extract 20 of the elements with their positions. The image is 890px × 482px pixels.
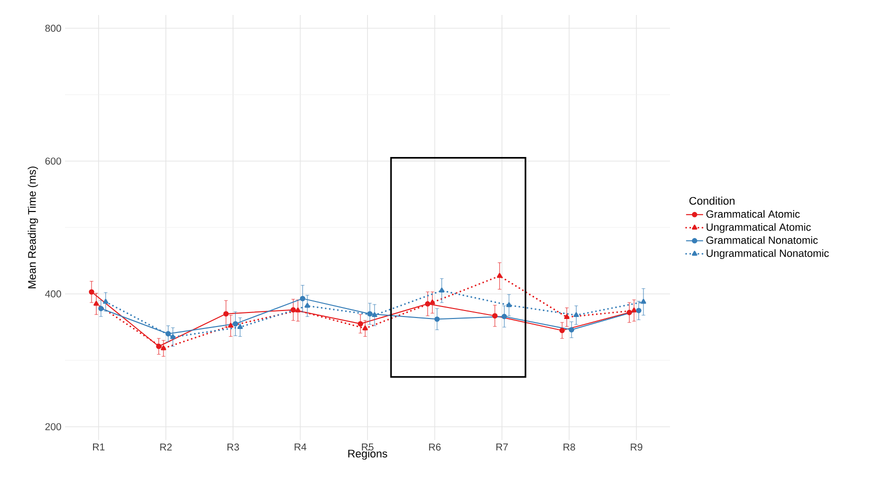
- y-tick-label: 200: [45, 423, 62, 430]
- x-tick-label: R9: [630, 444, 642, 451]
- legend-label: Grammatical Nonatomic: [706, 236, 818, 244]
- legend-title: Condition: [689, 196, 734, 205]
- x-axis-title: Regions: [348, 449, 388, 460]
- x-tick-label: R5: [362, 444, 374, 450]
- x-tick-label: R3: [228, 444, 239, 451]
- x-tick-label: R2: [160, 444, 172, 450]
- legend-label: Ungrammatical Atomic: [706, 223, 811, 233]
- x-tick-label: R7: [496, 444, 508, 450]
- x-tick-label: R1: [93, 444, 104, 450]
- x-tick-label: R4: [294, 444, 306, 450]
- y-tick-label: 800: [45, 24, 62, 32]
- legend-label: Ungrammatical Nonatomic: [706, 249, 829, 260]
- y-tick-label: 400: [45, 290, 62, 298]
- legend-label: Grammatical Atomic: [706, 210, 800, 218]
- x-tick-label: R6: [429, 444, 441, 451]
- y-tick-label: 600: [45, 158, 62, 165]
- y-axis-title: Mean Reading Time (ms): [28, 166, 38, 288]
- x-tick-label: R8: [564, 444, 576, 451]
